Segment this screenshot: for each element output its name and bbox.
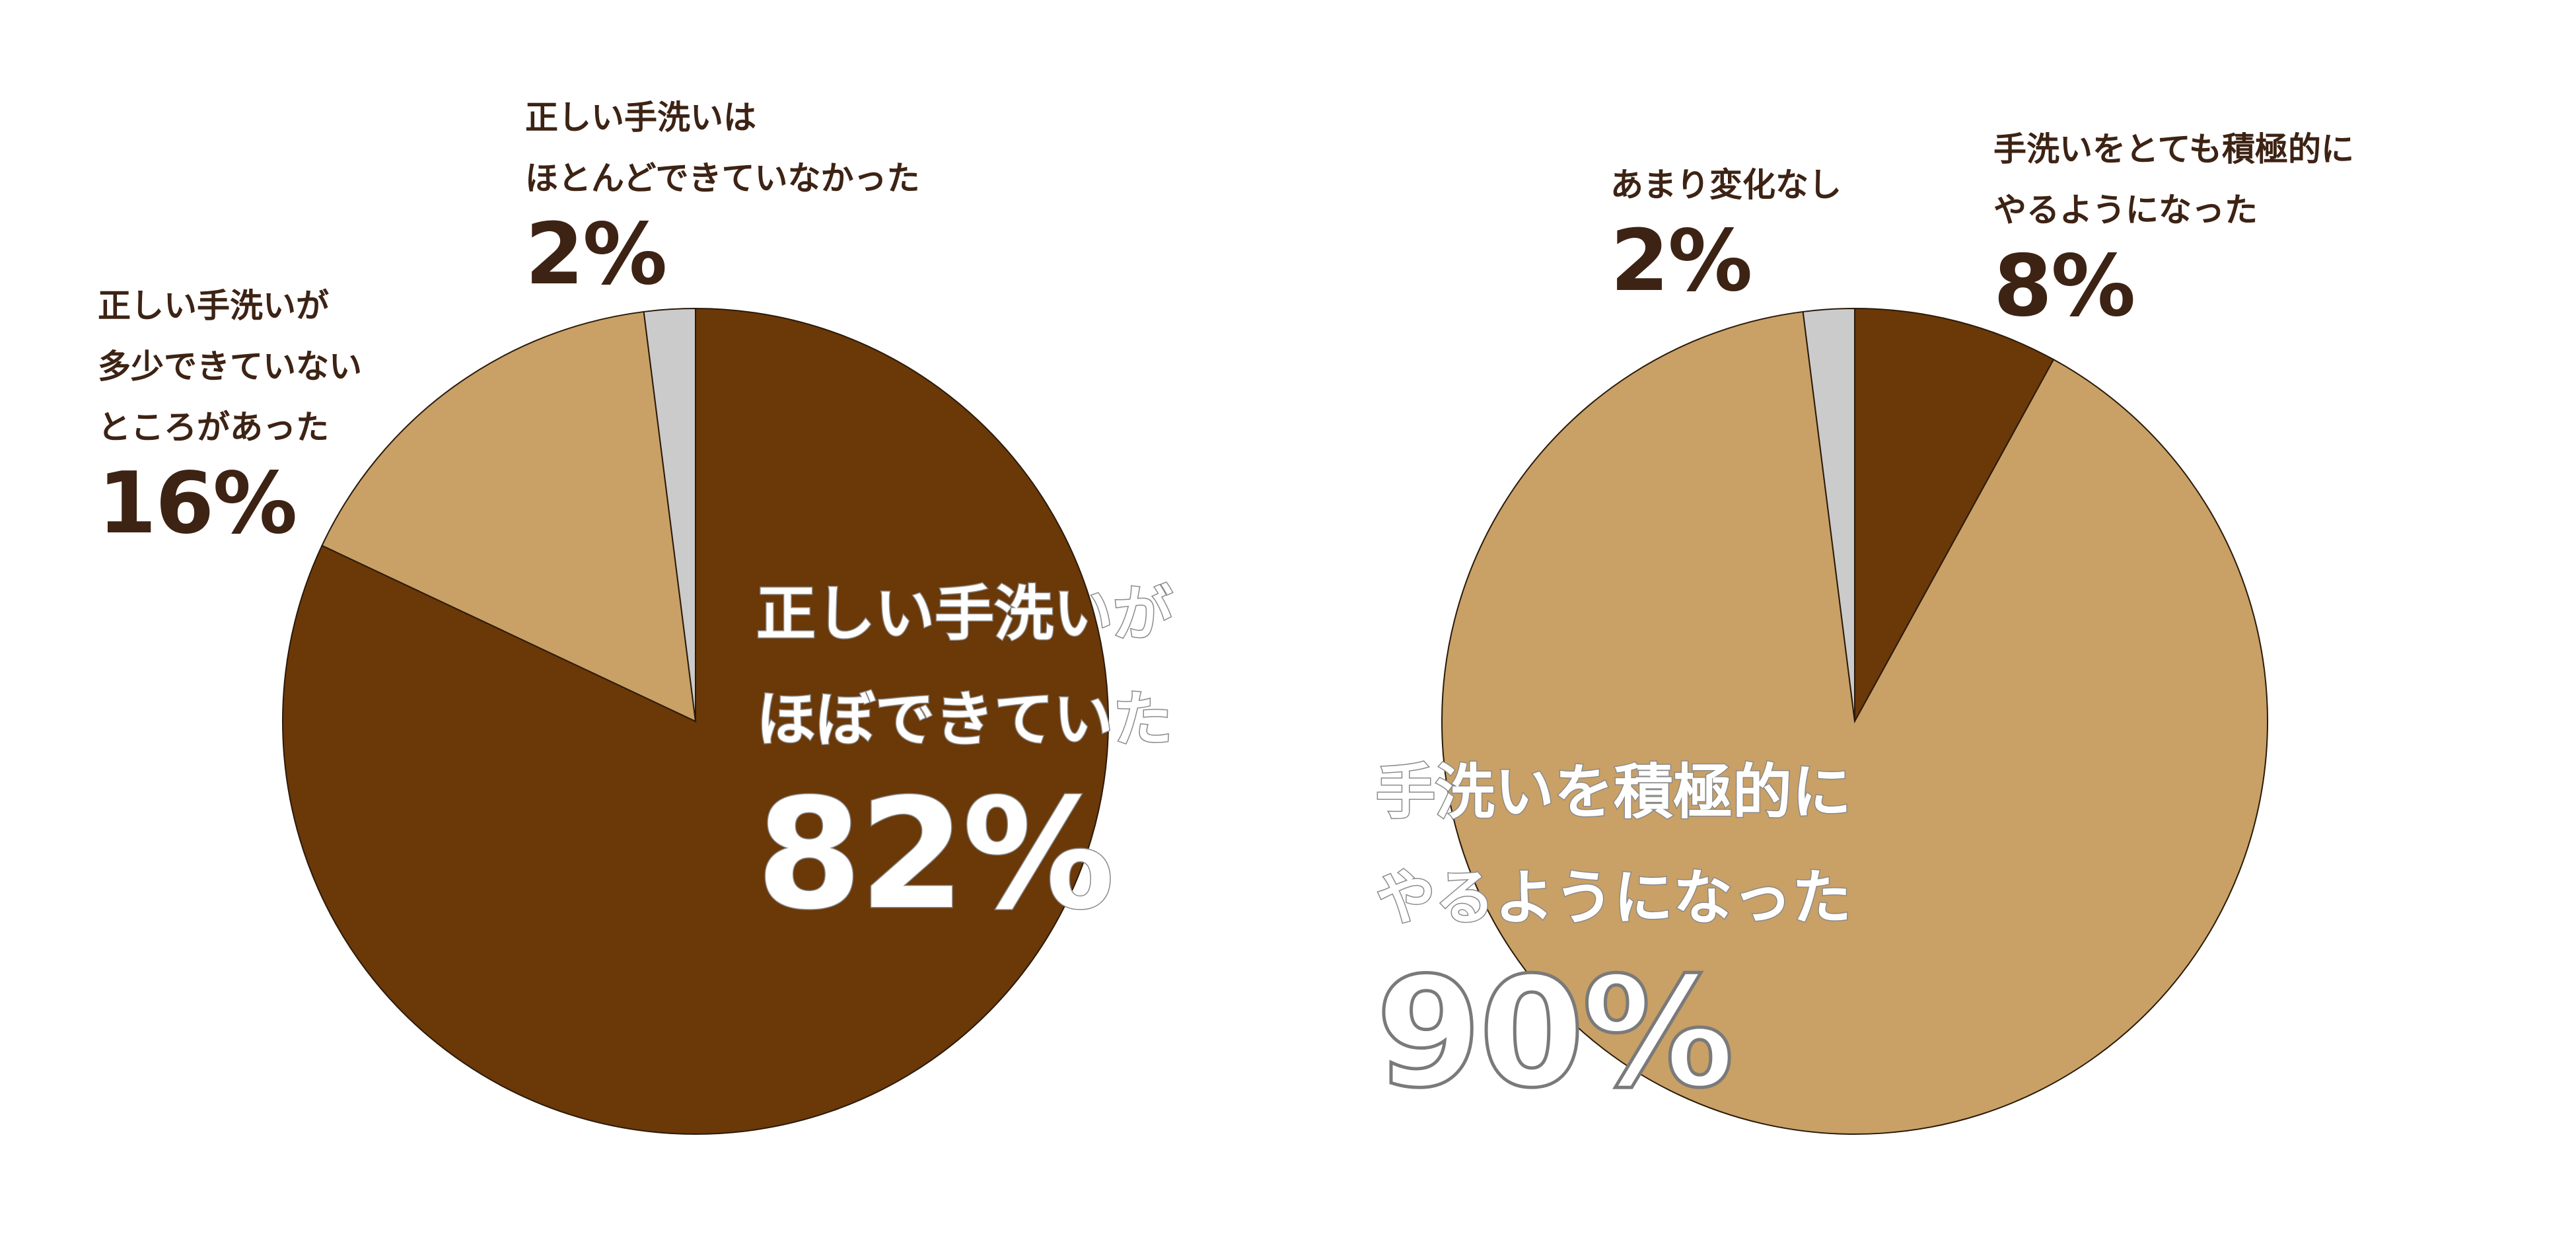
label-left-mostly-incorrect-line1: 正しい手洗いは <box>525 98 756 137</box>
label-right-active-line2: やるようになった <box>1375 863 1853 934</box>
label-left-mostly-correct: 正しい手洗いが ほぼできていた 82% <box>756 561 1174 943</box>
right-slice-active <box>1441 310 2268 1135</box>
label-right-active-value: 90% <box>1375 945 1736 1122</box>
label-right-no-change: あまり変化なし 2% <box>1610 155 1842 308</box>
pie-chart-right <box>1441 307 2268 1135</box>
label-left-partly-incorrect-line3: ところがあった <box>98 408 329 447</box>
label-left-mostly-correct-line2: ほぼできていた <box>756 684 1174 756</box>
label-left-partly-incorrect-line2: 多少できていない <box>98 347 362 386</box>
label-left-partly-incorrect-value: 16% <box>98 454 297 553</box>
label-left-mostly-incorrect: 正しい手洗いは ほとんどできていなかった 2% <box>525 87 920 301</box>
label-left-mostly-incorrect-line2: ほとんどできていなかった <box>525 159 920 198</box>
label-right-very-active-line2: やるようになった <box>1993 191 2258 229</box>
pie-chart-left <box>282 307 1109 1135</box>
label-right-very-active-line1: 手洗いをとても積極的に <box>1993 130 2354 168</box>
label-right-active-line1: 手洗いを積極的に <box>1375 757 1853 828</box>
right-slice-very-active <box>1854 307 2055 722</box>
left-slice-mostly-incorrect <box>643 307 696 722</box>
label-left-mostly-correct-line1: 正しい手洗いが <box>756 579 1174 650</box>
right-slice-no-change <box>1802 307 1855 722</box>
left-slice-mostly-correct <box>282 307 1109 1135</box>
label-right-very-active: 手洗いをとても積極的に やるようになった 8% <box>1993 119 2354 333</box>
label-right-no-change-value: 2% <box>1610 212 1752 310</box>
label-left-mostly-correct-value: 82% <box>756 767 1116 943</box>
label-left-mostly-incorrect-value: 2% <box>525 205 667 304</box>
label-right-active: 手洗いを積極的に やるようになった 90% <box>1375 740 1853 1122</box>
label-left-partly-incorrect: 正しい手洗いが 多少できていない ところがあった 16% <box>98 275 362 550</box>
label-left-partly-incorrect-line1: 正しい手洗いが <box>98 287 329 325</box>
label-right-very-active-value: 8% <box>1993 237 2135 336</box>
left-slice-partly-incorrect <box>321 310 697 723</box>
label-right-no-change-line1: あまり変化なし <box>1610 166 1842 204</box>
